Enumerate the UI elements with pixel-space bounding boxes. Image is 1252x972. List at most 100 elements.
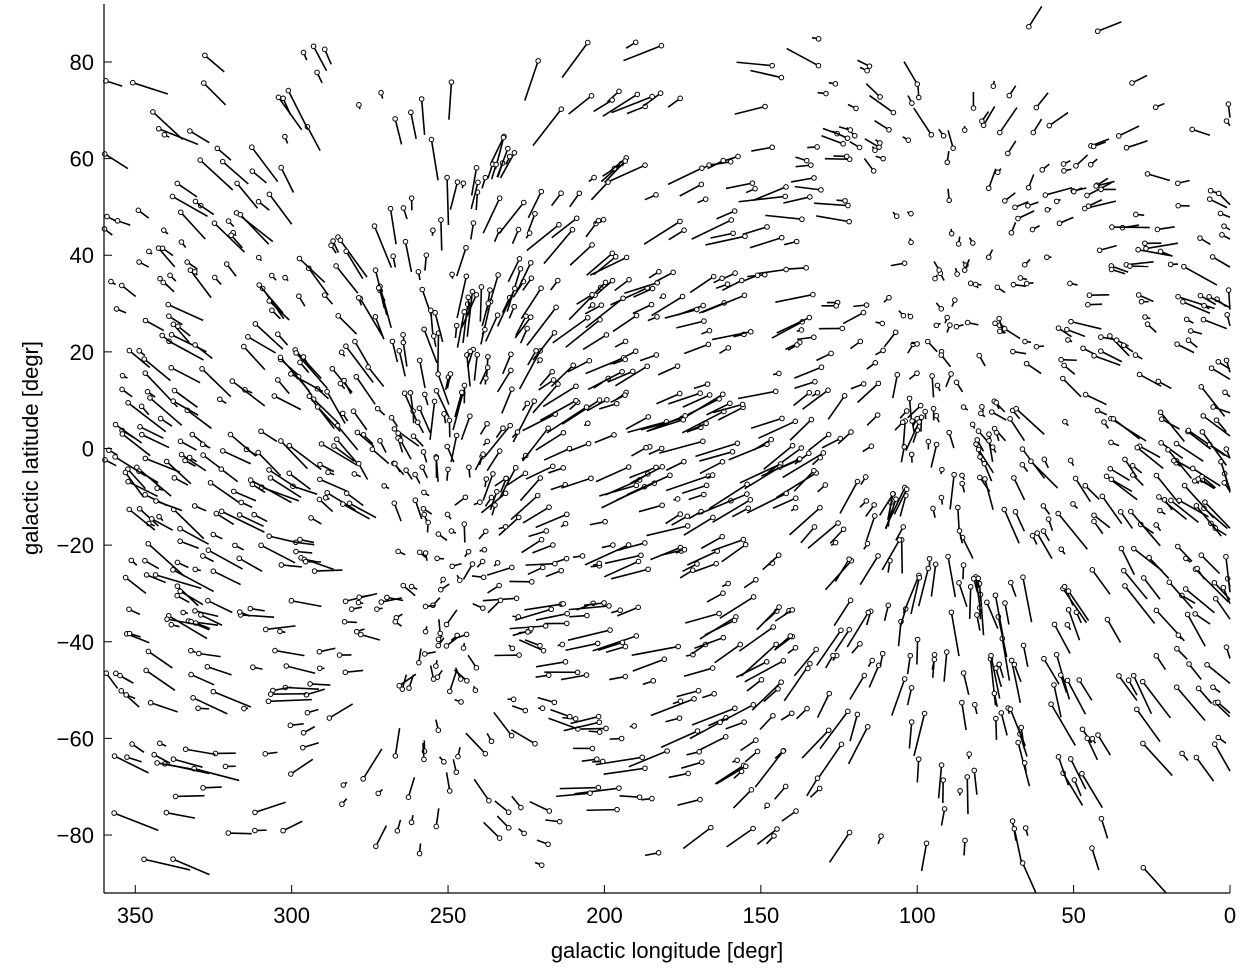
star-point [573, 215, 580, 222]
star-point [515, 226, 522, 233]
star-point [431, 398, 438, 405]
proper-motion-vector [1009, 418, 1026, 442]
star-point [322, 494, 329, 501]
star-point [685, 770, 691, 777]
star-point [583, 672, 590, 678]
star-point [433, 455, 440, 461]
star-point [171, 387, 178, 394]
proper-motion-vector [1091, 569, 1111, 595]
proper-motion-vector [582, 334, 607, 351]
star-point [1101, 419, 1107, 425]
star-point [1192, 611, 1198, 617]
proper-motion-vector [592, 635, 637, 652]
star-point [645, 414, 652, 420]
star-point [658, 42, 665, 49]
star-point [480, 605, 486, 611]
proper-motion-vector [489, 491, 498, 510]
proper-motion-vector [708, 717, 727, 727]
proper-motion-vector [207, 549, 244, 570]
star-point [112, 454, 118, 460]
star-point [846, 829, 853, 836]
proper-motion-vector [420, 98, 426, 135]
star-point [478, 284, 485, 290]
star-point [511, 303, 517, 310]
star-point [684, 513, 691, 520]
proper-motion-vector [1203, 318, 1228, 330]
star-point [453, 432, 460, 439]
star-point [317, 476, 323, 483]
proper-motion-vector [593, 256, 617, 276]
star-point [585, 420, 591, 427]
star-point [174, 583, 181, 589]
star-point [1053, 198, 1060, 205]
star-point [1130, 545, 1137, 552]
proper-motion-vector [756, 606, 780, 631]
star-point [754, 748, 761, 755]
star-point [287, 722, 294, 729]
star-point [1154, 226, 1161, 233]
star-point [222, 763, 229, 770]
star-point [934, 382, 941, 389]
star-point [396, 682, 403, 689]
star-point [507, 422, 514, 429]
star-point [554, 277, 561, 284]
star-point [845, 202, 851, 209]
star-point [326, 715, 333, 721]
star-point [1224, 311, 1230, 318]
star-point [143, 667, 149, 674]
star-point [147, 395, 153, 401]
star-point [528, 579, 535, 585]
star-point [488, 738, 495, 745]
proper-motion-vector [342, 503, 371, 520]
star-point [119, 372, 126, 379]
star-point [444, 511, 451, 518]
star-point [754, 272, 761, 279]
proper-motion-vector [381, 597, 402, 603]
star-point [1094, 407, 1101, 414]
star-point [818, 187, 824, 193]
star-point [342, 669, 349, 676]
proper-motion-vector [538, 379, 555, 391]
star-point [1040, 528, 1047, 534]
star-point [268, 272, 275, 279]
star-point [1091, 352, 1097, 359]
proper-motion-vector [772, 497, 797, 509]
star-point [993, 399, 1000, 406]
proper-motion-vector [746, 492, 787, 514]
star-point [945, 553, 951, 560]
star-point [998, 710, 1005, 716]
star-point [211, 274, 218, 281]
star-point [944, 159, 951, 166]
star-point [886, 126, 892, 133]
proper-motion-vector [683, 343, 709, 355]
star-point [1157, 507, 1163, 514]
proper-motion-vector [1004, 602, 1010, 625]
star-point [562, 659, 569, 665]
star-point [815, 36, 822, 42]
star-point [979, 118, 985, 124]
y-tick-label: −60 [57, 726, 94, 751]
proper-motion-vector [1184, 485, 1215, 519]
star-point [893, 496, 899, 502]
proper-motion-vector [1200, 294, 1217, 306]
proper-motion-vector [1176, 343, 1195, 354]
star-point [1146, 554, 1152, 561]
x-tick-label: 200 [586, 903, 623, 928]
star-point [618, 735, 625, 742]
star-point [770, 624, 777, 630]
proper-motion-vector [494, 800, 510, 813]
star-point [978, 410, 984, 417]
star-point [607, 627, 613, 633]
star-point [1006, 92, 1013, 99]
star-point [1179, 750, 1185, 757]
star-point [552, 560, 558, 567]
star-point [632, 348, 639, 355]
star-point [925, 565, 932, 572]
proper-motion-vector [139, 508, 160, 527]
star-point [255, 198, 262, 205]
proper-motion-vector [559, 786, 599, 790]
star-point [863, 498, 870, 504]
star-point [321, 46, 328, 53]
star-point [271, 393, 278, 399]
